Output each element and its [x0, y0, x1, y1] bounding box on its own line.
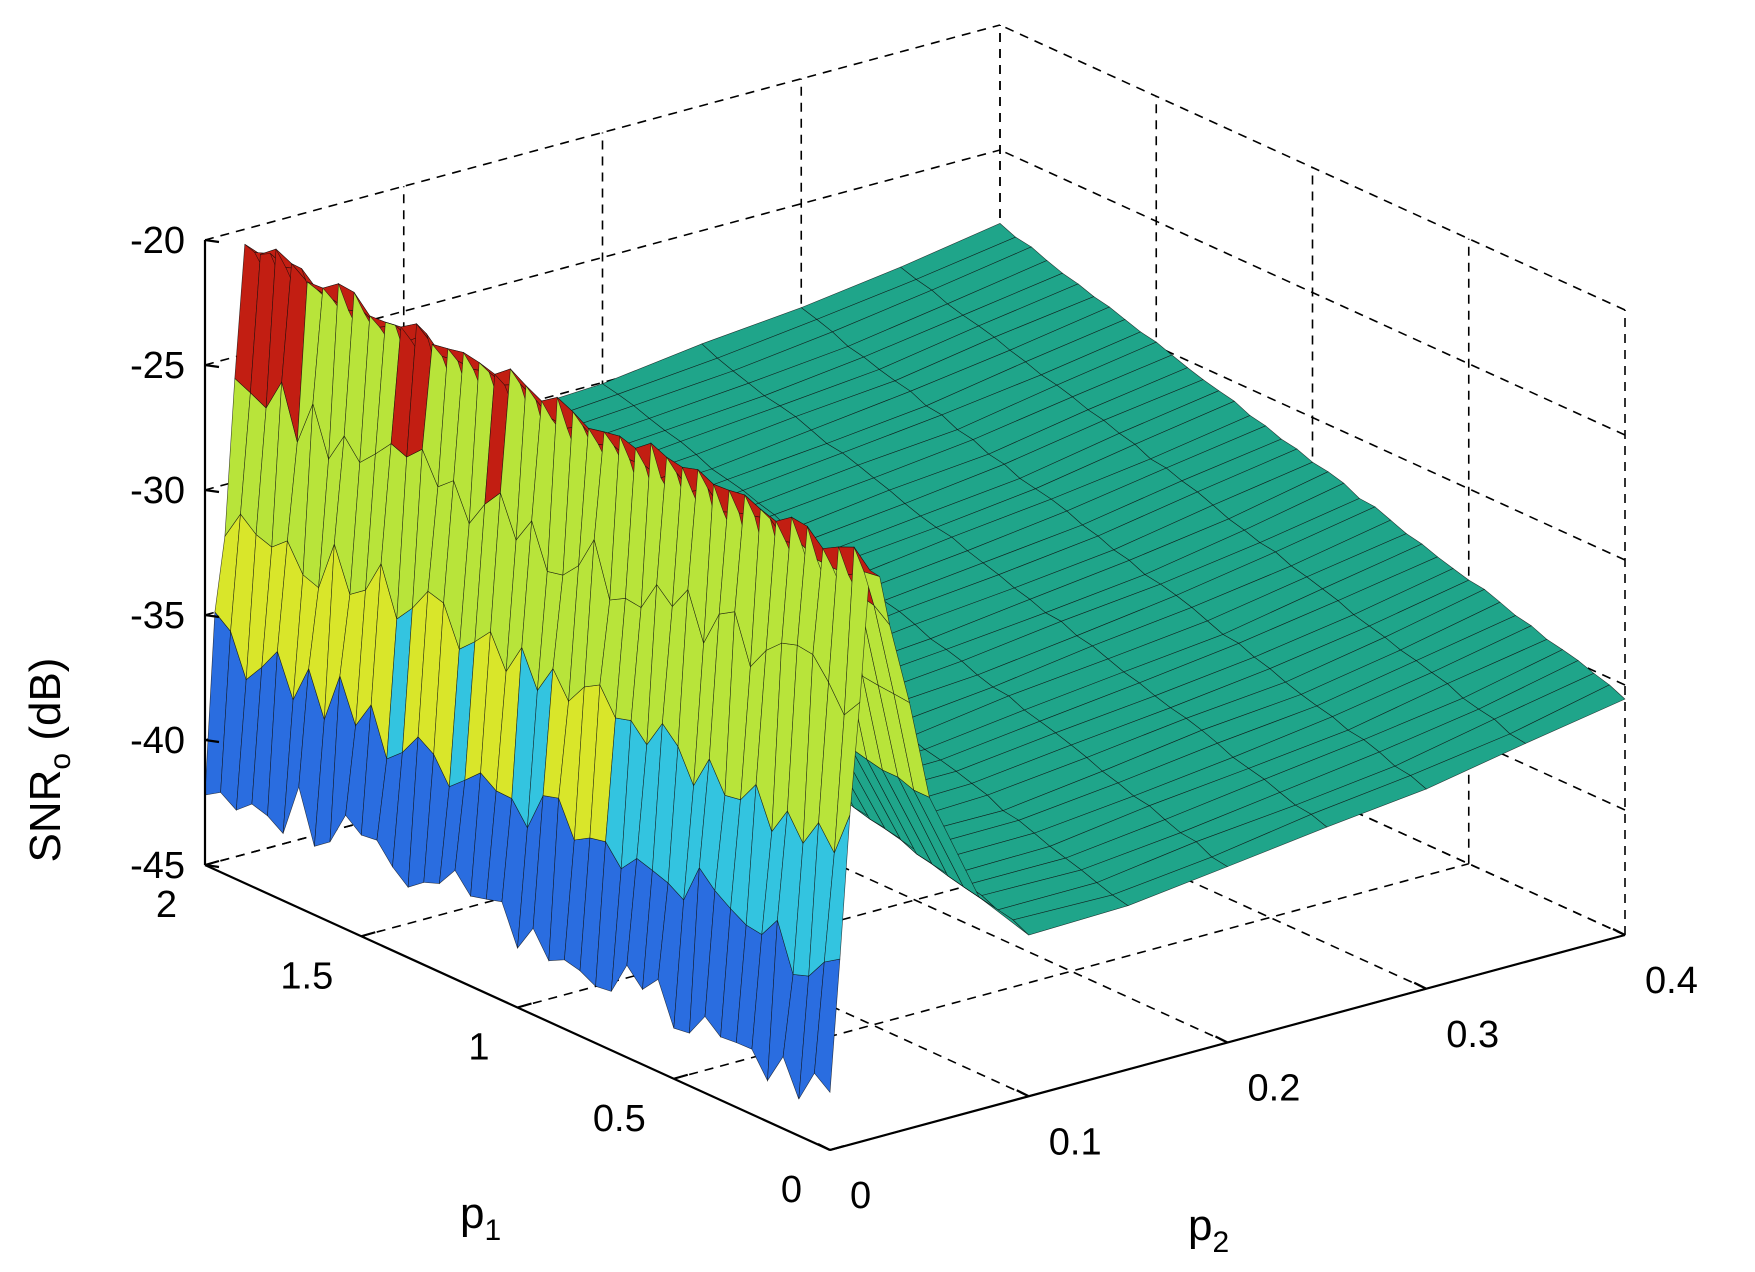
y-tick-label: 0.5	[593, 1098, 646, 1140]
x-tick-label: 0.2	[1248, 1068, 1301, 1110]
y-axis-label-main: p	[460, 1189, 484, 1238]
y-axis-label: p1	[460, 1189, 501, 1247]
z-tick-label: -35	[130, 595, 185, 637]
x-tick-label: 0.3	[1446, 1014, 1499, 1056]
x-axis-label: p2	[1188, 1201, 1229, 1259]
z-axis-label-sub: o	[44, 753, 77, 770]
z-tick-label: -45	[130, 845, 185, 887]
x-tick-mark	[1215, 1035, 1228, 1044]
y-tick-mark	[360, 931, 376, 938]
x-tick-mark	[1612, 928, 1626, 936]
x-tick-label: 0	[850, 1175, 871, 1217]
z-axis-label: SNRo (dB)	[21, 658, 77, 863]
x-tick-label: 0.1	[1049, 1121, 1102, 1163]
y-tick-label: 1	[468, 1027, 489, 1069]
tick-labels: -45 -40 -35 -30 -25 -20 0 0.5 1 1.5 2 0 0.1 0.2 0.3 0.4	[130, 220, 1698, 1217]
y-tick-label: 2	[156, 884, 177, 926]
z-tick-mark	[204, 613, 220, 619]
grid-line-floor-x	[602, 756, 1228, 1044]
z-tick-label: -30	[130, 470, 185, 512]
y-tick-label: 0	[781, 1169, 802, 1211]
z-tick-mark	[204, 238, 220, 244]
z-axis-label-main: SNR	[21, 770, 70, 863]
x-tick-mark	[817, 1143, 831, 1151]
y-tick-mark	[517, 1002, 532, 1009]
z-tick-mark	[204, 363, 220, 369]
surface-patch	[1509, 684, 1626, 744]
z-tick-mark	[204, 488, 220, 494]
x-tick-mark	[1413, 981, 1427, 990]
z-tick-label: -20	[130, 220, 185, 262]
grid-line-side-z	[999, 274, 1626, 561]
z-axis-label-suffix: (dB)	[21, 658, 70, 753]
z-tick-label: -40	[130, 720, 185, 762]
z-tick-label: -25	[130, 345, 185, 387]
y-tick-mark	[204, 859, 220, 867]
y-tick-mark	[673, 1073, 689, 1080]
y-axis-label-sub: 1	[484, 1214, 501, 1247]
z-tick-mark	[204, 738, 220, 744]
x-axis-label-main: p	[1188, 1201, 1212, 1250]
y-tick-label: 1.5	[280, 955, 333, 997]
x-tick-label: 0.4	[1645, 960, 1698, 1002]
grid-line-side-z	[999, 24, 1626, 311]
y-tick-mark	[829, 1144, 845, 1152]
x-axis-label-sub: 2	[1212, 1226, 1229, 1259]
grid-line-side-z	[999, 149, 1626, 436]
x-tick-mark	[1016, 1089, 1030, 1098]
surface	[204, 223, 1626, 1100]
